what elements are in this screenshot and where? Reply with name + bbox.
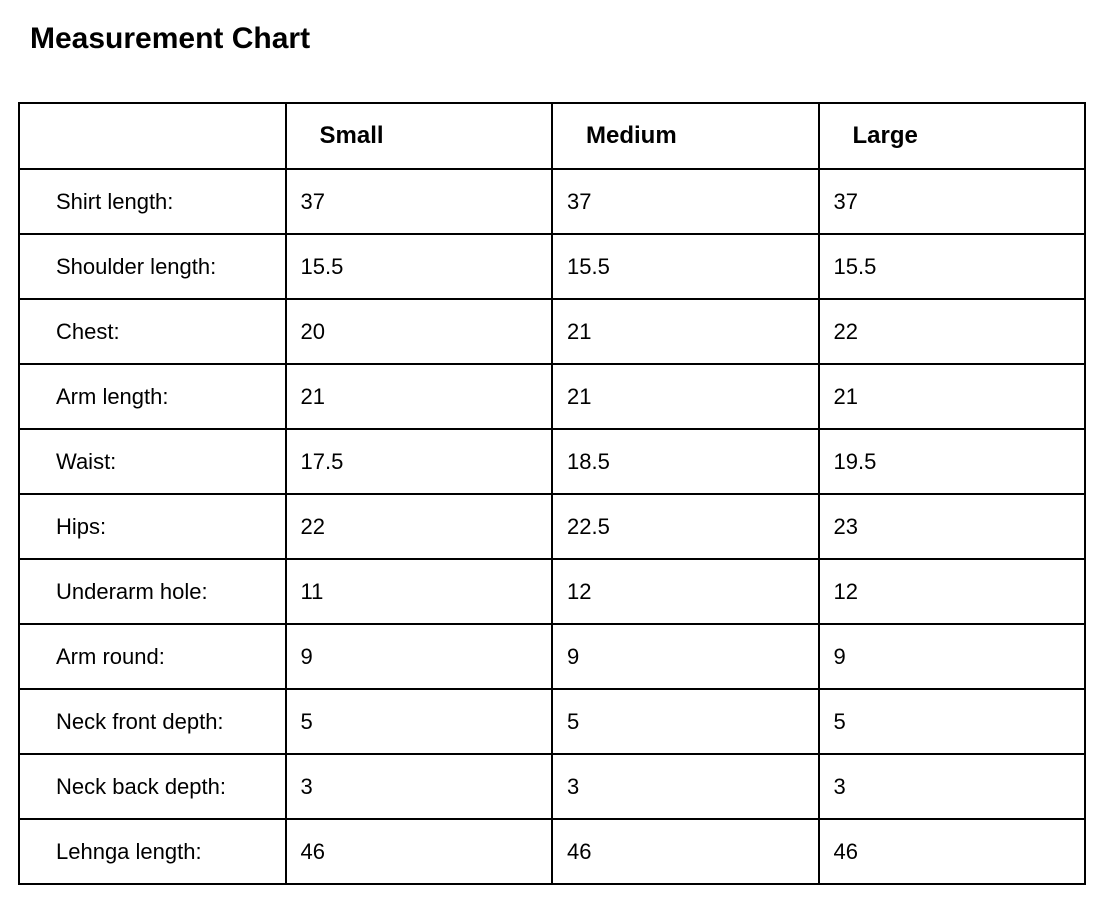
measurement-table: Small Medium Large Shirt length: 37 37 3… [18, 102, 1086, 885]
row-label: Arm round: [18, 623, 287, 690]
cell-value: 12 [817, 558, 1086, 625]
row-label: Lehnga length: [18, 818, 287, 885]
cell-value: 5 [551, 688, 820, 755]
cell-value: 15.5 [817, 233, 1086, 300]
cell-value: 18.5 [551, 428, 820, 495]
cell-value: 15.5 [551, 233, 820, 300]
cell-value: 46 [284, 818, 553, 885]
table-row-neck-front-depth: Neck front depth: 5 5 5 [18, 688, 1086, 755]
table-row-arm-round: Arm round: 9 9 9 [18, 623, 1086, 690]
page-title: Measurement Chart [30, 22, 311, 55]
cell-value: 9 [284, 623, 553, 690]
header-cell-large: Large [817, 102, 1086, 170]
row-label: Shirt length: [18, 168, 287, 235]
row-label: Underarm hole: [18, 558, 287, 625]
table-row-waist: Waist: 17.5 18.5 19.5 [18, 428, 1086, 495]
row-label: Arm length: [18, 363, 287, 430]
cell-value: 3 [551, 753, 820, 820]
table-body: Shirt length: 37 37 37 Shoulder length: … [18, 168, 1086, 885]
cell-value: 22.5 [551, 493, 820, 560]
cell-value: 19.5 [817, 428, 1086, 495]
cell-value: 9 [551, 623, 820, 690]
cell-value: 37 [817, 168, 1086, 235]
cell-value: 22 [817, 298, 1086, 365]
cell-value: 21 [551, 298, 820, 365]
row-label: Shoulder length: [18, 233, 287, 300]
table-row-arm-length: Arm length: 21 21 21 [18, 363, 1086, 430]
row-label: Chest: [18, 298, 287, 365]
cell-value: 3 [284, 753, 553, 820]
cell-value: 46 [551, 818, 820, 885]
cell-value: 22 [284, 493, 553, 560]
cell-value: 5 [284, 688, 553, 755]
cell-value: 21 [551, 363, 820, 430]
header-row: Small Medium Large [18, 102, 1086, 170]
table-row-shoulder-length: Shoulder length: 15.5 15.5 15.5 [18, 233, 1086, 300]
row-label: Waist: [18, 428, 287, 495]
row-label: Neck back depth: [18, 753, 287, 820]
table-row-chest: Chest: 20 21 22 [18, 298, 1086, 365]
cell-value: 37 [551, 168, 820, 235]
header-cell-medium: Medium [551, 102, 820, 170]
row-label: Neck front depth: [18, 688, 287, 755]
cell-value: 20 [284, 298, 553, 365]
cell-value: 12 [551, 558, 820, 625]
cell-value: 23 [817, 493, 1086, 560]
cell-value: 21 [817, 363, 1086, 430]
cell-value: 15.5 [284, 233, 553, 300]
header-cell-small: Small [284, 102, 553, 170]
cell-value: 17.5 [284, 428, 553, 495]
cell-value: 11 [284, 558, 553, 625]
cell-value: 46 [817, 818, 1086, 885]
cell-value: 5 [817, 688, 1086, 755]
cell-value: 21 [284, 363, 553, 430]
header-cell-blank [18, 102, 287, 170]
cell-value: 3 [817, 753, 1086, 820]
table-row-underarm-hole: Underarm hole: 11 12 12 [18, 558, 1086, 625]
table-row-neck-back-depth: Neck back depth: 3 3 3 [18, 753, 1086, 820]
table-row-hips: Hips: 22 22.5 23 [18, 493, 1086, 560]
table-row-lehnga-length: Lehnga length: 46 46 46 [18, 818, 1086, 885]
row-label: Hips: [18, 493, 287, 560]
table-row-shirt-length: Shirt length: 37 37 37 [18, 168, 1086, 235]
table-header: Small Medium Large [18, 102, 1086, 170]
cell-value: 9 [817, 623, 1086, 690]
cell-value: 37 [284, 168, 553, 235]
